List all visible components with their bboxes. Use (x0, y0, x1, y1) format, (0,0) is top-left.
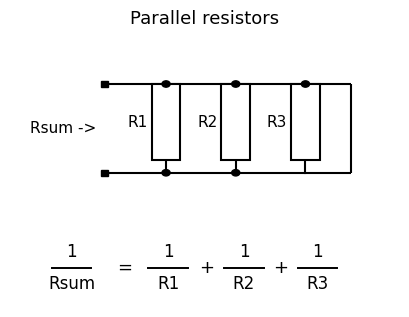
Text: Parallel resistors: Parallel resistors (130, 10, 279, 28)
Text: 1: 1 (312, 243, 322, 261)
Text: Rsum: Rsum (48, 275, 95, 293)
Bar (151, 84, 180, 160)
Text: R2: R2 (197, 114, 217, 130)
Bar (101, 170, 108, 176)
Circle shape (231, 81, 239, 87)
Circle shape (162, 170, 170, 176)
Text: 1: 1 (162, 243, 173, 261)
Bar (221, 84, 249, 160)
Text: 1: 1 (238, 243, 249, 261)
Text: 1: 1 (66, 243, 77, 261)
Text: R3: R3 (266, 114, 286, 130)
Text: R3: R3 (306, 275, 328, 293)
Text: R2: R2 (232, 275, 254, 293)
Bar (290, 84, 319, 160)
Text: R1: R1 (127, 114, 147, 130)
Text: R1: R1 (157, 275, 179, 293)
Text: +: + (199, 259, 214, 277)
Circle shape (162, 81, 170, 87)
Text: =: = (117, 259, 132, 277)
Bar (101, 81, 108, 87)
Circle shape (231, 170, 239, 176)
Circle shape (301, 81, 309, 87)
Text: Rsum ->: Rsum -> (30, 121, 96, 136)
Text: +: + (273, 259, 288, 277)
